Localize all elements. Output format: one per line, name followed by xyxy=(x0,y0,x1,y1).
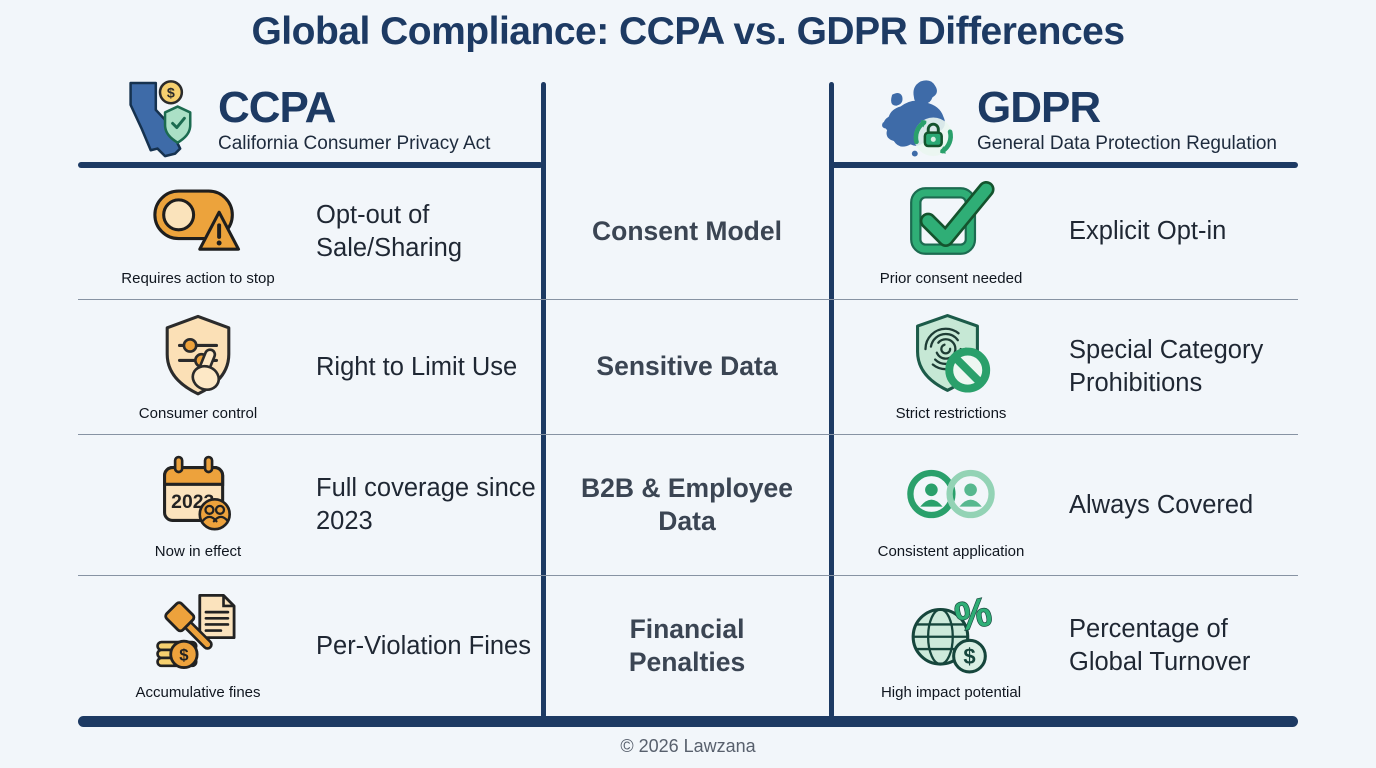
ccpa-sensitive-text: Right to Limit Use xyxy=(316,352,518,381)
ccpa-consent-text: Opt-out of Sale/Sharing xyxy=(316,200,463,262)
ccpa-penalties-text: Per-Violation Fines xyxy=(316,631,531,660)
ccpa-name: CCPA xyxy=(218,82,336,132)
ccpa-header-underline xyxy=(78,162,543,168)
ccpa-consent-caption: Requires action to stop xyxy=(121,269,275,287)
ccpa-sensitive-cell: Consumer control Right to Limit Use xyxy=(78,300,543,435)
svg-text:$: $ xyxy=(179,646,189,665)
infinity-people-icon xyxy=(907,469,995,519)
column-separator-right xyxy=(829,82,834,718)
gdpr-consent-caption: Prior consent needed xyxy=(879,269,1023,287)
gdpr-subtitle: General Data Protection Regulation xyxy=(977,132,1277,154)
ccpa-penalties-caption: Accumulative fines xyxy=(135,684,261,701)
globe-percent-dollar-icon: % $ xyxy=(911,591,996,674)
comparison-table: $ CCPA California Consumer Privacy Act xyxy=(78,76,1298,716)
category-label: Financial Penalties xyxy=(628,613,746,677)
gdpr-sensitive-caption: Strict restrictions xyxy=(895,405,1007,422)
ccpa-header: $ CCPA California Consumer Privacy Act xyxy=(78,76,543,164)
gdpr-sensitive-cell: Strict restrictions Special Category Pro… xyxy=(831,300,1298,435)
page-title: Global Compliance: CCPA vs. GDPR Differe… xyxy=(251,10,1125,53)
gdpr-penalties-cell: % $ High impact potential Percentage of … xyxy=(831,576,1298,716)
checkbox-check-icon xyxy=(910,180,995,255)
gdpr-header: GDPR General Data Protection Regulation xyxy=(831,76,1298,164)
category-label: Sensitive Data xyxy=(596,351,778,382)
category-sensitive-data: Sensitive Data xyxy=(543,300,831,435)
category-consent-model: Consent Model xyxy=(543,164,831,300)
eu-map-lock-icon xyxy=(882,80,953,157)
ccpa-b2b-cell: 2023 Now in effect Full coverage since 2… xyxy=(78,435,543,576)
category-label: Consent Model xyxy=(592,215,782,246)
california-coin-shield-icon: $ xyxy=(129,80,192,158)
category-financial-penalties: Financial Penalties xyxy=(543,576,831,716)
shield-sliders-hand-icon xyxy=(165,314,231,396)
bottom-bar xyxy=(78,716,1298,727)
header-spacer xyxy=(543,76,831,164)
calendar-2023-people-icon: 2023 xyxy=(163,455,231,531)
gdpr-penalties-text: Percentage of Global Turnover xyxy=(1069,615,1251,676)
column-separator-left xyxy=(541,82,546,718)
shield-fingerprint-ban-icon xyxy=(916,313,991,393)
gdpr-consent-text: Explicit Opt-in xyxy=(1069,217,1227,246)
toggle-warning-icon xyxy=(153,189,241,251)
ccpa-consent-cell: Requires action to stop Opt-out of Sale/… xyxy=(78,164,543,300)
category-label: B2B & Employee Data xyxy=(580,472,794,536)
copyright-footer: © 2026 Lawzana xyxy=(620,736,756,756)
gdpr-name: GDPR xyxy=(977,82,1101,132)
ccpa-subtitle: California Consumer Privacy Act xyxy=(218,132,491,154)
gdpr-b2b-text: Always Covered xyxy=(1069,490,1254,519)
ccpa-sensitive-caption: Consumer control xyxy=(138,405,258,422)
gdpr-header-underline xyxy=(831,162,1298,168)
gdpr-b2b-cell: Consistent application Always Covered xyxy=(831,435,1298,576)
gdpr-penalties-caption: High impact potential xyxy=(880,684,1022,701)
gdpr-b2b-caption: Consistent application xyxy=(877,543,1025,560)
ccpa-b2b-caption: Now in effect xyxy=(154,543,242,560)
gdpr-consent-cell: Prior consent needed Explicit Opt-in xyxy=(831,164,1298,300)
svg-text:$: $ xyxy=(963,644,975,669)
gavel-coins-document-icon: $ xyxy=(156,593,236,669)
category-b2b-employee-data: B2B & Employee Data xyxy=(543,435,831,576)
svg-text:$: $ xyxy=(167,85,175,101)
ccpa-penalties-cell: $ Accumulative fines Per-Violation Fines xyxy=(78,576,543,716)
gdpr-sensitive-text: Special Category Prohibitions xyxy=(1069,336,1264,397)
ccpa-b2b-text: Full coverage since 2023 xyxy=(316,474,536,535)
